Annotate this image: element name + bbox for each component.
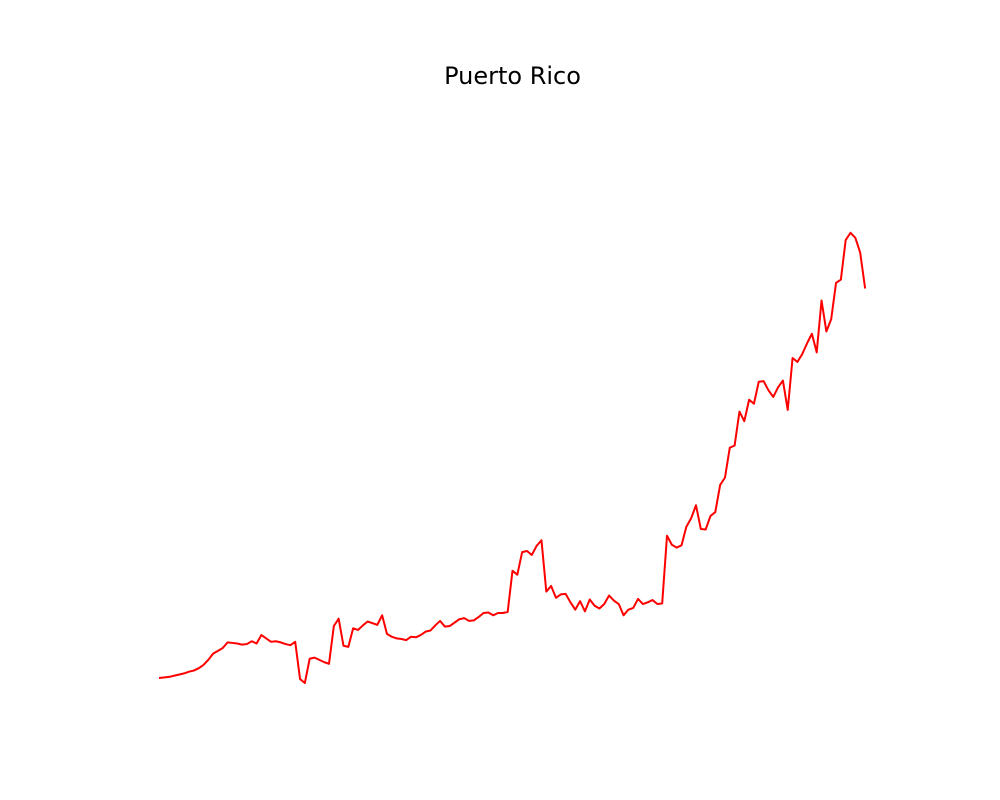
chart-title: Puerto Rico — [444, 62, 581, 90]
series-line-0 — [158, 231, 867, 684]
plot-area — [158, 231, 867, 684]
